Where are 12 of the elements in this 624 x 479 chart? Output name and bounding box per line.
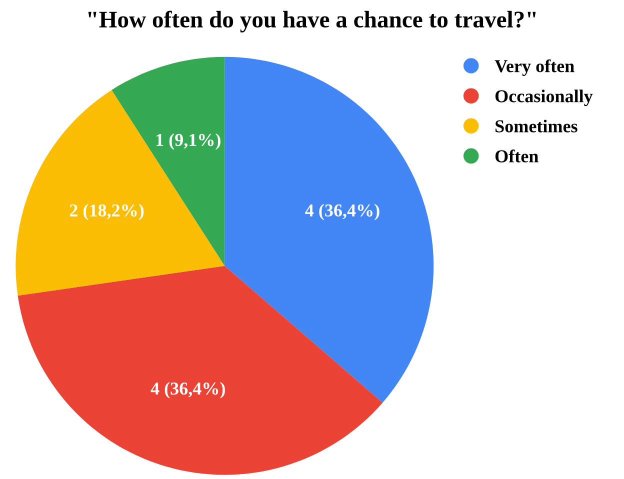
legend-label: Often bbox=[495, 150, 538, 162]
pie-slice bbox=[224, 56, 434, 403]
data-label: 4 (36,4%) bbox=[150, 382, 225, 398]
legend-label: Very often bbox=[494, 59, 574, 76]
data-label: 1 (9,1%) bbox=[156, 133, 220, 150]
chart-title: "How often do you have a chance to travel?" bbox=[88, 10, 536, 32]
legend-label: Occasionally bbox=[495, 90, 593, 106]
data-label: 4 (36,4%) bbox=[305, 204, 380, 220]
legend-label: Sometimes bbox=[496, 120, 578, 132]
data-label: 2 (18,2%) bbox=[70, 204, 144, 220]
pie-slice bbox=[16, 90, 225, 296]
pie-slice bbox=[18, 266, 383, 475]
